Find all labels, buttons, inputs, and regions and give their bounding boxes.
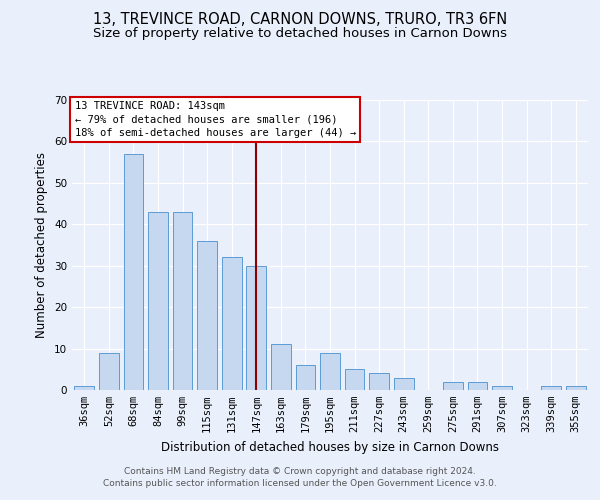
Bar <box>345 370 364 390</box>
Text: 13, TREVINCE ROAD, CARNON DOWNS, TRURO, TR3 6FN: 13, TREVINCE ROAD, CARNON DOWNS, TRURO, … <box>93 12 507 28</box>
Bar <box>467 382 487 390</box>
Bar <box>173 212 193 390</box>
Bar <box>197 241 217 390</box>
Bar <box>296 365 315 390</box>
Bar <box>394 378 413 390</box>
Bar <box>492 386 512 390</box>
Bar <box>320 352 340 390</box>
Bar <box>566 386 586 390</box>
Text: Contains public sector information licensed under the Open Government Licence v3: Contains public sector information licen… <box>103 478 497 488</box>
Text: Size of property relative to detached houses in Carnon Downs: Size of property relative to detached ho… <box>93 28 507 40</box>
Bar <box>541 386 561 390</box>
Bar <box>443 382 463 390</box>
X-axis label: Distribution of detached houses by size in Carnon Downs: Distribution of detached houses by size … <box>161 440 499 454</box>
Bar <box>370 374 389 390</box>
Bar <box>99 352 119 390</box>
Bar <box>148 212 168 390</box>
Bar <box>271 344 290 390</box>
Bar <box>74 386 94 390</box>
Bar <box>124 154 143 390</box>
Bar <box>222 258 242 390</box>
Y-axis label: Number of detached properties: Number of detached properties <box>35 152 49 338</box>
Text: 13 TREVINCE ROAD: 143sqm
← 79% of detached houses are smaller (196)
18% of semi-: 13 TREVINCE ROAD: 143sqm ← 79% of detach… <box>74 102 356 138</box>
Bar <box>247 266 266 390</box>
Text: Contains HM Land Registry data © Crown copyright and database right 2024.: Contains HM Land Registry data © Crown c… <box>124 467 476 476</box>
